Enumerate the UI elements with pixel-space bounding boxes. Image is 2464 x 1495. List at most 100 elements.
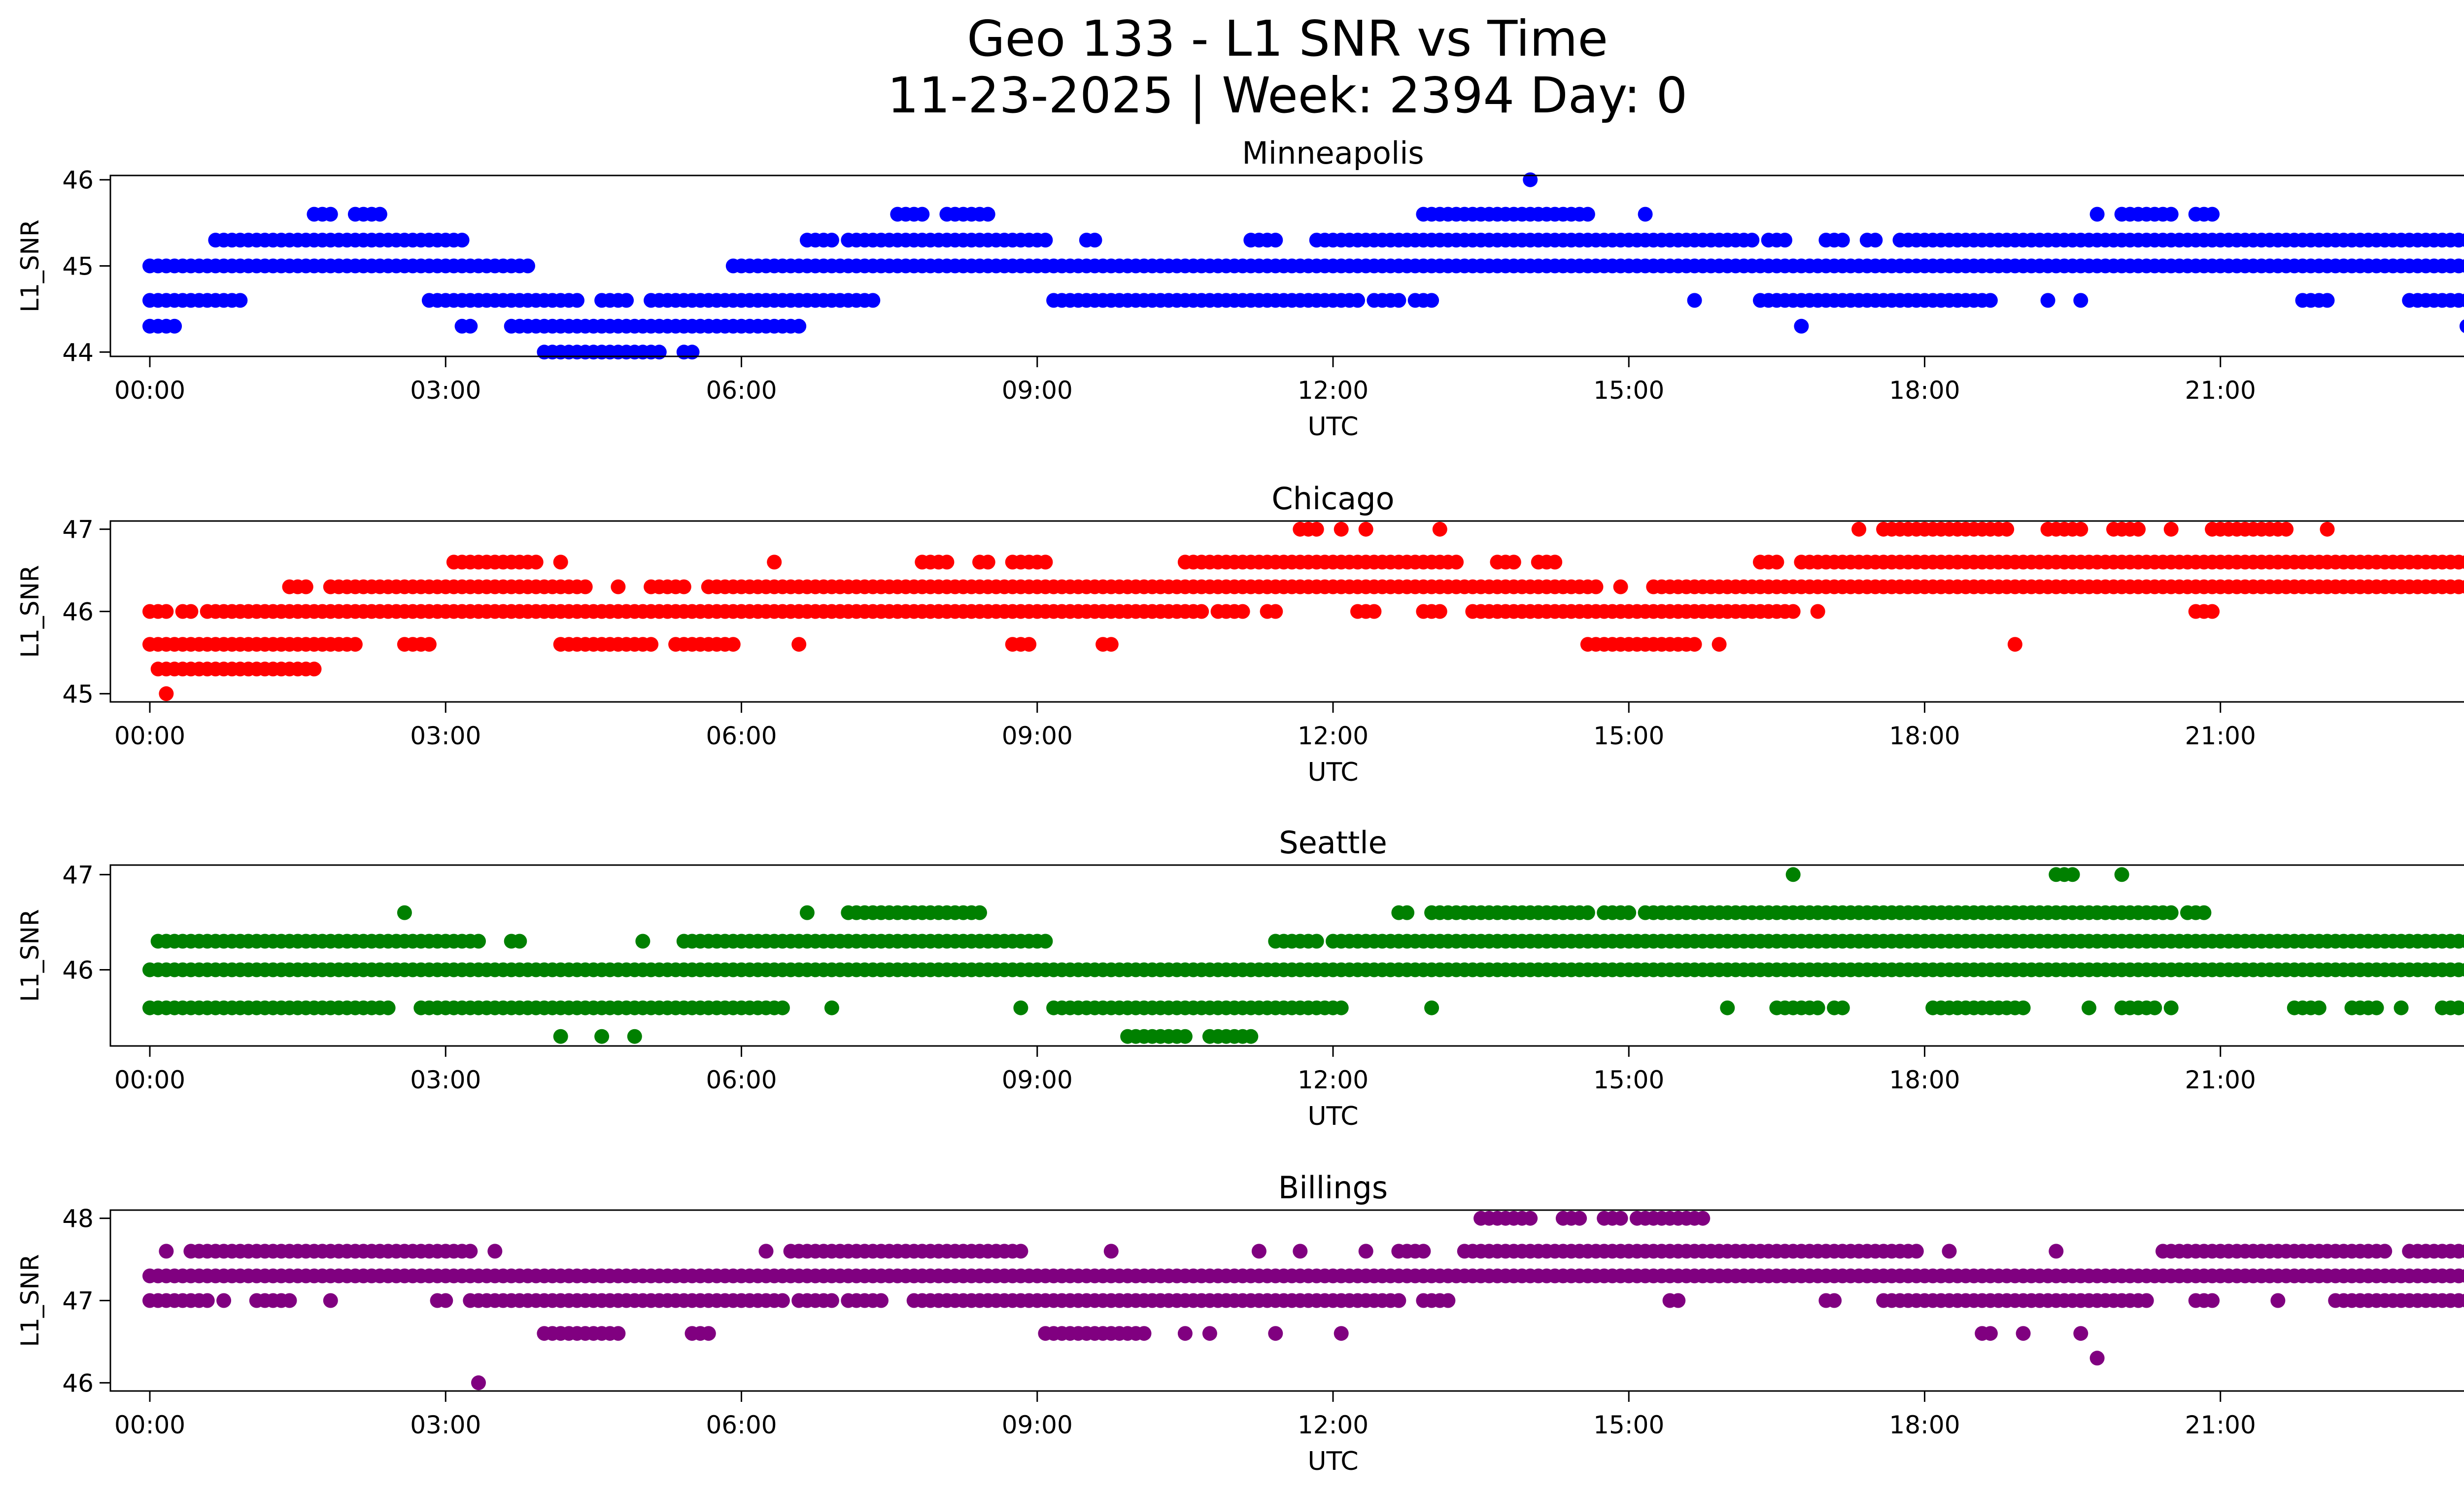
data-point [2459,1244,2464,1258]
figure-subtitle: 11-23-2025 | Week: 2394 Day: 0 [887,67,1688,124]
data-point [1720,1000,1735,1015]
data-point [1391,293,1406,308]
data-point [1038,934,1053,949]
data-point [701,1326,716,1341]
data-point [775,1000,790,1015]
x-tick-label: 00:00 [114,1411,185,1439]
x-tick-label: 03:00 [410,1066,481,1094]
data-point [865,293,881,308]
data-point [1827,1293,1842,1308]
data-point [438,1293,453,1308]
data-point [463,1244,478,1259]
x-tick-label: 15:00 [1593,1066,1664,1094]
data-point [1103,637,1119,652]
data-point [183,604,199,619]
x-tick-label: 15:00 [1593,376,1664,405]
data-point [1038,233,1053,248]
data-point [1745,233,1760,248]
data-point [824,1293,839,1308]
data-point [799,905,815,920]
x-tick-label: 06:00 [706,722,777,750]
figure-title: Geo 133 - L1 SNR vs Time [967,10,1608,68]
y-tick-label: 45 [62,680,94,708]
data-point [2459,319,2464,333]
data-point [1416,1244,1431,1259]
data-point [463,318,478,334]
data-point [644,637,659,652]
y-tick-label: 46 [62,598,94,626]
seattle-points [142,867,2464,1044]
data-point [2459,259,2464,273]
minneapolis-title: Minneapolis [1242,135,1424,171]
data-point [1671,1293,1686,1308]
x-tick-label: 00:00 [114,376,185,405]
data-point [2073,293,2088,308]
data-point [1334,522,1349,537]
data-point [1613,1211,1628,1226]
data-point [1358,1244,1373,1259]
data-point [1177,1326,1193,1341]
data-point [1523,172,1538,187]
data-point [2459,1293,2464,1308]
data-point [159,604,174,619]
chicago-ylabel: L1_SNR [16,565,44,658]
data-point [2114,867,2129,882]
x-tick-label: 06:00 [706,1411,777,1439]
data-point [380,1000,396,1015]
data-point [1810,604,1825,619]
data-point [1358,522,1373,537]
data-point [1022,637,1037,652]
data-point [2016,1326,2031,1341]
data-point [2147,1000,2162,1015]
data-point [2270,1293,2286,1308]
data-point [1868,233,1883,248]
subplot-minneapolis: Minneapolis 00:00 03:00 06:00 09:00 12:00 15:0… [16,135,2464,442]
data-point [553,1029,568,1044]
data-point [298,579,313,594]
data-point [282,1293,297,1308]
data-point [1038,555,1053,570]
y-tick-label: 48 [62,1205,94,1233]
data-point [1334,1326,1349,1341]
data-point [2073,522,2088,537]
x-tick-label: 18:00 [1889,722,1960,750]
x-tick-label: 15:00 [1593,722,1664,750]
minneapolis-ylabel: L1_SNR [16,219,44,313]
data-point [824,233,839,248]
subplot-billings: Billings 00:00 03:00 06:00 09:00 12:00 15:00 18… [16,1170,2464,1476]
y-tick-label: 45 [62,252,94,281]
data-point [159,686,174,701]
data-point [487,1244,503,1259]
data-point [323,207,338,222]
data-point [2459,963,2464,977]
data-point [1580,905,1595,920]
data-point [2016,1000,2031,1015]
data-point [767,555,782,570]
x-tick-label: 06:00 [706,376,777,405]
data-point [1695,1211,1711,1226]
data-point [1440,1293,1456,1308]
data-point [2163,522,2179,537]
x-tick-label: 12:00 [1298,376,1369,405]
data-point [1350,293,1365,308]
y-tick-label: 47 [62,861,94,889]
billings-title: Billings [1278,1170,1388,1206]
y-tick-label: 46 [62,166,94,195]
data-point [216,1293,232,1308]
data-point [1769,555,1784,570]
minneapolis-points [142,172,2464,360]
data-point [1983,293,1998,308]
data-point [1778,233,1792,248]
data-point [635,934,650,949]
x-tick-label: 18:00 [1889,1066,1960,1094]
data-point [1087,233,1102,248]
data-point [2089,1351,2105,1366]
chicago-points [142,522,2464,701]
data-point [1251,1244,1266,1259]
data-point [2451,1000,2464,1015]
data-point [1810,1000,1825,1015]
data-point [2065,867,2080,882]
data-point [2320,293,2335,308]
x-tick-label: 12:00 [1298,1066,1369,1094]
data-point [2049,1244,2064,1259]
